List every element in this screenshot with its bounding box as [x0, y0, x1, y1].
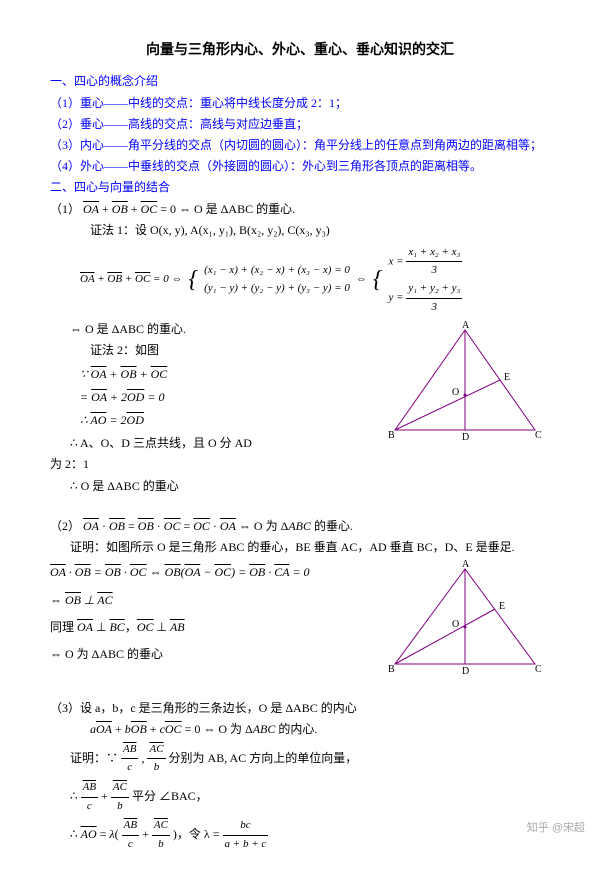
item3-stmt2: aOA + bOB + cOC = 0 ⇔ O 为 ΔABC 的内心. — [50, 720, 550, 739]
item3-line2: ∴ ABc + ACb 平分 ∠BAC， — [50, 779, 550, 815]
item3-proof-line1: 证明：∵ ABc , ACb 分别为 AB, AC 方向上的单位向量， — [50, 741, 550, 777]
item2-line3: ⇔ O 为 ΔABC 的垂心 — [50, 645, 370, 664]
item1-line4: ∴ A、O、D 三点共线，且 O 分 AD — [50, 434, 370, 453]
triangle-diagram-2: A B C D E O — [380, 559, 550, 679]
vec-oa: OA — [83, 202, 99, 216]
item1-line6: ∴ O 是 ΔABC 的重心 — [50, 477, 370, 496]
section1-heading: 一、四心的概念介绍 — [50, 72, 550, 91]
item3-stmt1: （3）设 a，b，c 是三角形的三条边长，O 是 ΔABC 的内心 — [50, 699, 550, 718]
item1-statement: （1） OA + OB + OC = 0 ⇔ O 是 ΔABC 的重心. — [50, 200, 550, 219]
svg-text:E: E — [499, 601, 505, 612]
item1-formula-block: OA + OB + OC = 0 ⇔ { (x₁ − x) + (x₂ − x)… — [50, 244, 550, 316]
sys-eq2: (y₁ − y) + (y₂ − y) + (y₃ − y) = 0 — [204, 280, 350, 298]
page-title: 向量与三角形内心、外心、重心、垂心知识的交汇 — [50, 40, 550, 62]
item2-statement: （2） OA · OB = OB · OC = OC · OA ⇔ O 为 ΔA… — [50, 517, 550, 536]
arrow: ⇔ — [356, 271, 367, 289]
item1-line2: = OA + 2OD = 0 — [50, 388, 370, 407]
svg-text:D: D — [462, 666, 469, 677]
item2-line1: ⇔ OB ⊥ AC — [50, 591, 370, 610]
svg-text:C: C — [535, 664, 542, 675]
item2-line2: 同理 OA ⊥ BC，OC ⊥ AB — [50, 618, 370, 637]
section2-heading: 二、四心与向量的结合 — [50, 178, 550, 197]
intro-1: （1）重心——中线的交点：重心将中线长度分成 2：1； — [50, 94, 550, 113]
item2-formula: OA · OB = OB · OC ⇔ OB(OA − OC) = OB · C… — [50, 563, 370, 582]
svg-text:A: A — [462, 320, 470, 331]
vec-ob: OB — [112, 202, 128, 216]
svg-text:B: B — [388, 430, 395, 441]
item3-line3: ∴ AO = λ( ABc + ACb )，令 λ = bca + b + c — [50, 817, 550, 853]
vec-oc: OC — [141, 202, 158, 216]
intro-2: （2）垂心——高线的交点：高线与对应边垂直； — [50, 115, 550, 134]
item1-eq: = 0 ⇔ O 是 ΔABC 的重心. — [160, 202, 295, 216]
svg-text:C: C — [535, 430, 542, 441]
intro-4: （4）外心——中垂线的交点（外接圆的圆心）：外心到三角形各顶点的距离相等。 — [50, 157, 550, 176]
svg-text:E: E — [504, 372, 510, 383]
item1-conclude1: ⇔ O 是 ΔABC 的重心. — [50, 320, 370, 339]
item3-proof-text: 分别为 AB, AC 方向上的单位向量， — [169, 751, 358, 765]
svg-text:O: O — [452, 387, 459, 398]
item2-proof-label: 证明：如图所示 O 是三角形 ABC 的垂心，BE 垂直 AC，AD 垂直 BC… — [50, 538, 550, 557]
svg-text:D: D — [462, 432, 469, 443]
svg-text:O: O — [452, 619, 459, 630]
item1-line3: ∴ AO = 2OD — [50, 411, 370, 430]
item1-proof2-label: 证法 2：如图 — [50, 341, 370, 360]
watermark: 知乎 @宋超 — [527, 820, 585, 838]
svg-text:A: A — [462, 559, 470, 570]
item1-line5: 为 2：1 — [50, 455, 370, 474]
item1-line1: ∵ OA + OB + OC — [50, 365, 370, 384]
sys-eq1: (x₁ − x) + (x₂ − x) + (x₃ − x) = 0 — [204, 262, 350, 280]
triangle-diagram-1: A B C D E O — [380, 320, 550, 450]
item1-proof1: 证法 1：设 O(x, y), A(x₁, y₁), B(x₂, y₂), C(… — [50, 221, 550, 240]
item1-head: （1） — [50, 202, 80, 216]
intro-3: （3）内心——角平分线的交点（内切圆的圆心）：角平分线上的任意点到角两边的距离相… — [50, 136, 550, 155]
svg-text:B: B — [388, 664, 395, 675]
